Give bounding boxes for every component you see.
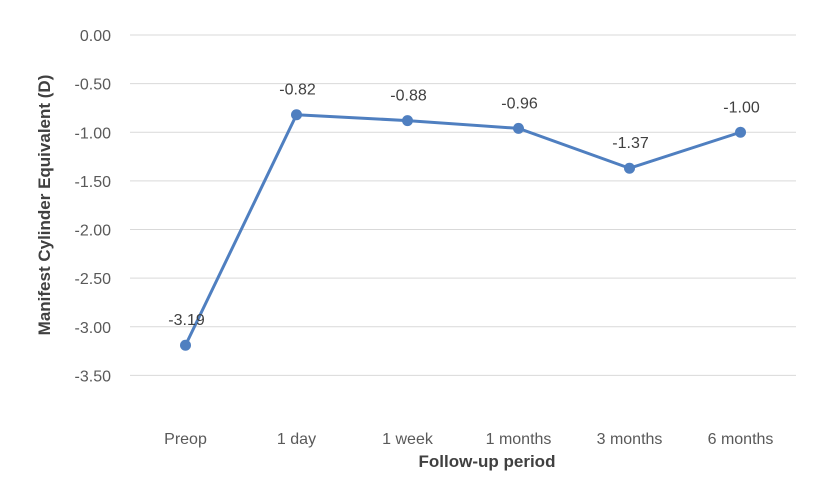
data-point: [735, 126, 746, 138]
y-tick-label: -0.50: [75, 77, 112, 94]
y-axis-ticks: 0.00 -0.50 -1.00 -1.50 -2.00 -2.50 -3.00 -3.50: [75, 28, 112, 385]
data-label: -1.37: [612, 135, 649, 152]
x-tick-label: 1 day: [277, 431, 316, 448]
data-point: [180, 339, 191, 351]
y-axis-title: Manifest Cylinder Equivalent (D): [35, 75, 54, 336]
y-tick-label: 0.00: [80, 28, 111, 45]
data-label: -0.88: [390, 88, 427, 105]
data-label: -1.00: [723, 99, 760, 116]
x-tick-label: 6 months: [708, 431, 774, 448]
x-tick-label: Preop: [164, 431, 207, 448]
y-tick-label: -1.00: [75, 125, 112, 142]
y-tick-label: -1.50: [75, 174, 112, 191]
x-tick-label: 3 months: [597, 431, 663, 448]
grid-lines: [130, 34, 796, 376]
y-tick-label: -3.00: [75, 320, 112, 337]
series-line: [184, 113, 741, 346]
data-label: -0.82: [279, 82, 316, 99]
data-labels-group: -3.19 -0.82 -0.88 -0.96 -1.37 -1.00: [168, 82, 760, 329]
x-axis-ticks: Preop 1 day 1 week 1 months 3 months 6 months: [164, 431, 773, 448]
x-axis-title: Follow-up period: [419, 452, 556, 471]
data-point: [291, 109, 302, 121]
data-point: [513, 122, 524, 134]
series-group: [180, 109, 746, 351]
data-point: [624, 162, 635, 174]
x-tick-label: 1 week: [382, 431, 434, 448]
y-tick-label: -2.00: [75, 223, 112, 240]
y-tick-label: -3.50: [75, 368, 112, 385]
y-tick-label: -2.50: [75, 271, 112, 288]
x-tick-label: 1 months: [486, 431, 552, 448]
data-label: -3.19: [168, 312, 205, 329]
data-point: [402, 115, 413, 127]
data-label: -0.96: [501, 95, 538, 112]
